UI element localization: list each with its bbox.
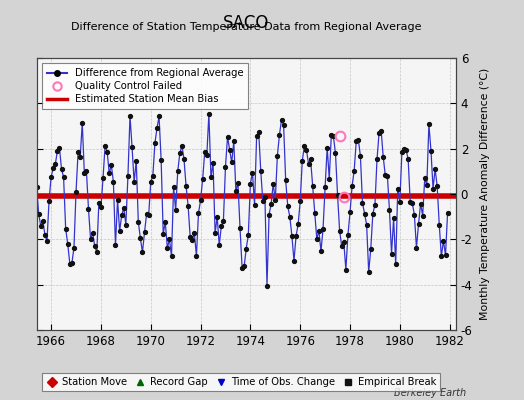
- Legend: Station Move, Record Gap, Time of Obs. Change, Empirical Break: Station Move, Record Gap, Time of Obs. C…: [42, 373, 440, 391]
- Text: Berkeley Earth: Berkeley Earth: [394, 388, 466, 398]
- Y-axis label: Monthly Temperature Anomaly Difference (°C): Monthly Temperature Anomaly Difference (…: [479, 68, 489, 320]
- Legend: Difference from Regional Average, Quality Control Failed, Estimated Station Mean: Difference from Regional Average, Qualit…: [42, 63, 248, 109]
- Text: Difference of Station Temperature Data from Regional Average: Difference of Station Temperature Data f…: [71, 22, 421, 32]
- Text: SACO: SACO: [223, 14, 269, 32]
